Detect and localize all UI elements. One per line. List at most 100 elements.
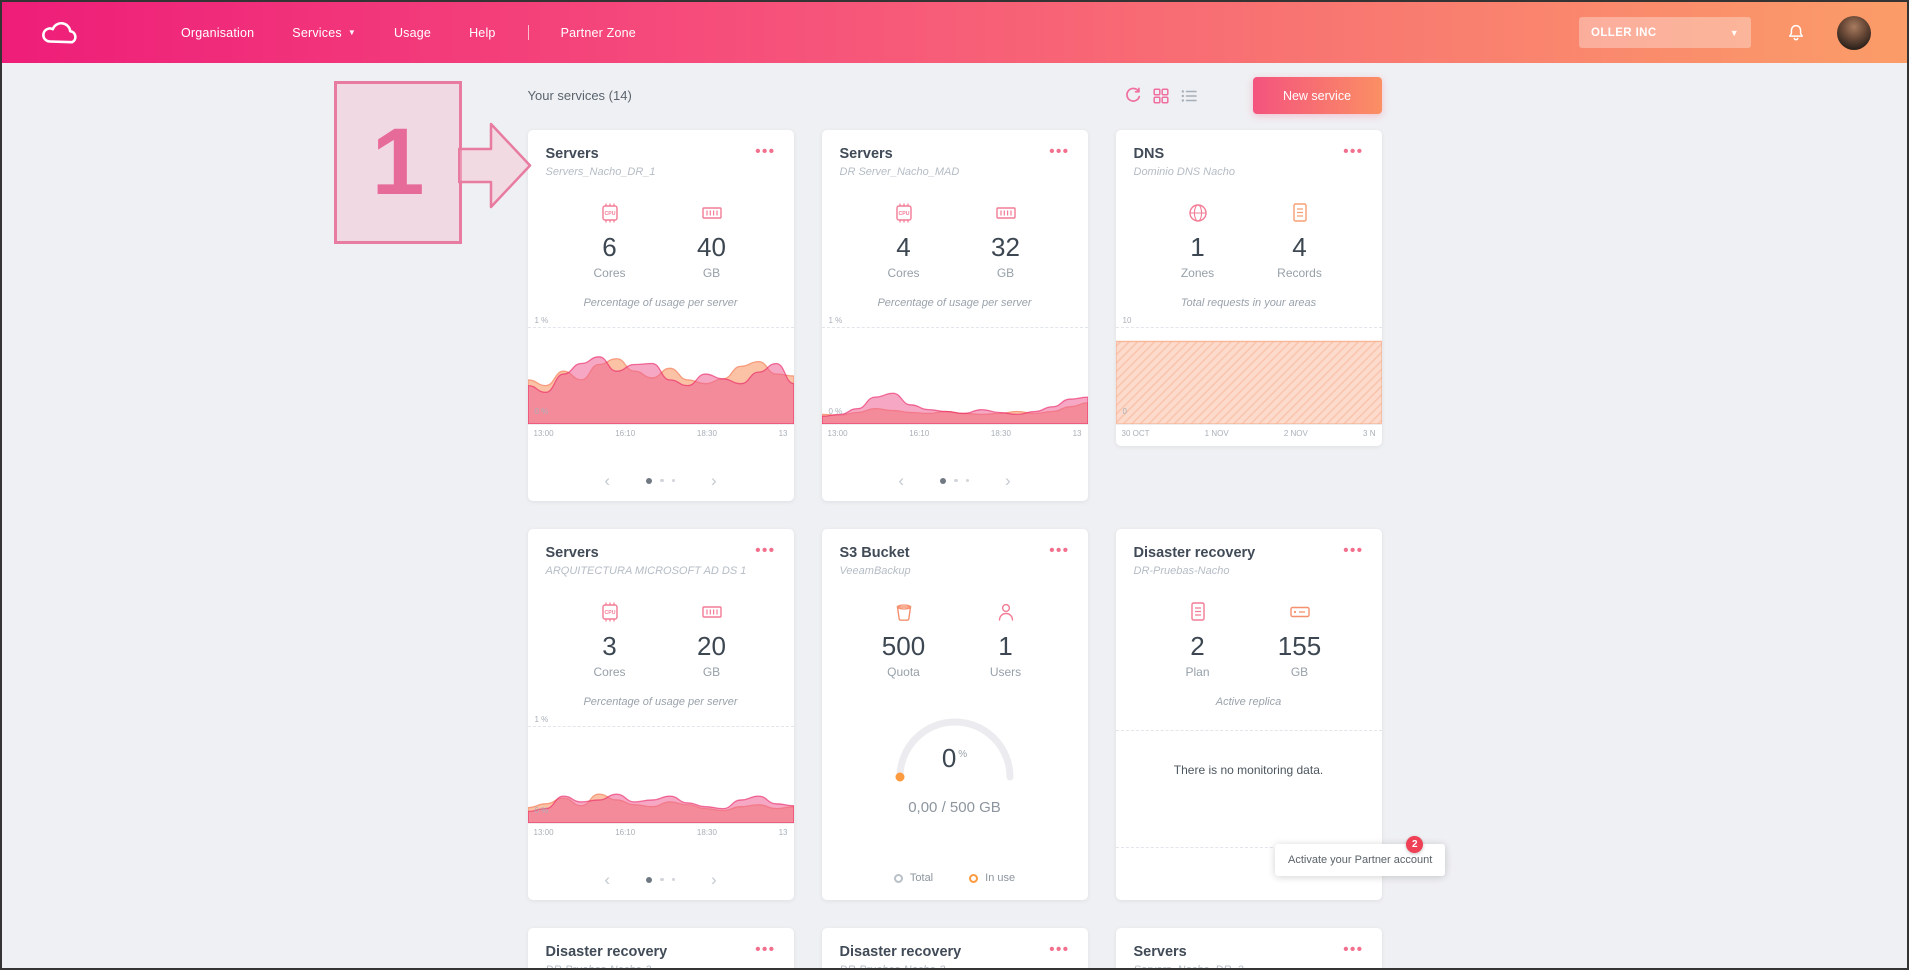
card-pagination: ‹ › — [528, 462, 794, 501]
card-menu-button[interactable]: ••• — [1343, 143, 1364, 160]
svg-text:CPU: CPU — [604, 211, 615, 217]
page-dot[interactable] — [954, 478, 958, 483]
stat-value: 1 — [1190, 232, 1205, 262]
stat-label: Plan — [1185, 665, 1210, 679]
nav-item-partner-zone[interactable]: Partner Zone — [560, 25, 636, 40]
stat-value: 6 — [602, 232, 617, 262]
stat-label: Cores — [593, 266, 626, 280]
refresh-icon[interactable] — [1124, 87, 1142, 105]
service-card-dns: DNS ••• Dominio DNS Nacho 1 Zones — [1115, 130, 1382, 446]
next-page-button[interactable]: › — [711, 870, 717, 889]
card-menu-button[interactable]: ••• — [755, 143, 776, 160]
account-selector[interactable]: OLLER INC ▼ — [1579, 17, 1751, 48]
card-menu-button[interactable]: ••• — [1049, 143, 1070, 160]
card-menu-button[interactable]: ••• — [1049, 542, 1070, 559]
card-subtitle: VeeamBackup — [839, 565, 911, 577]
page-dot[interactable] — [660, 877, 664, 882]
prev-page-button[interactable]: ‹ — [898, 471, 904, 490]
grid-view-icon[interactable] — [1152, 87, 1170, 105]
usage-chart: 1 % 0 % 13:00 16:10 18:30 13 — [527, 715, 794, 837]
page-dot[interactable] — [671, 877, 675, 882]
card-title: Servers — [545, 146, 599, 162]
card-subtitle: Dominio DNS Nacho — [1133, 166, 1235, 178]
page-dot-active[interactable] — [940, 477, 946, 484]
page-title: Your services (14) — [527, 88, 632, 103]
new-service-button[interactable]: New service — [1252, 77, 1382, 114]
page-dot[interactable] — [660, 478, 664, 483]
stat-memory: 20 GB — [684, 599, 740, 679]
stat-value: 3 — [602, 631, 617, 661]
prev-page-button[interactable]: ‹ — [604, 870, 610, 889]
cloud-logo[interactable] — [38, 17, 84, 49]
service-card-disaster-recovery: Disaster recovery ••• DR-Pruebas-Nacho 2… — [1115, 529, 1382, 900]
stat-label: Users — [989, 665, 1022, 679]
user-avatar[interactable] — [1837, 15, 1871, 50]
service-card-servers-4: Servers ••• Servers_Nacho_DR_2 — [1115, 928, 1382, 968]
stat-records: 4 Records — [1272, 200, 1328, 280]
card-title: Disaster recovery — [839, 944, 962, 960]
page-dot-active[interactable] — [646, 876, 652, 883]
nav-item-help[interactable]: Help — [469, 25, 496, 40]
nav-item-usage[interactable]: Usage — [393, 25, 432, 40]
annotation-step-number: 1 — [371, 109, 425, 215]
card-caption: Percentage of usage per server — [583, 297, 738, 309]
divider — [1115, 847, 1382, 848]
usage-gauge: 0% — [822, 705, 1088, 785]
card-title: S3 Bucket — [839, 545, 910, 561]
service-card-disaster-recovery-3: Disaster recovery ••• DR-Pruebas-Nacho-3 — [821, 928, 1088, 970]
card-menu-button[interactable]: ••• — [755, 941, 776, 958]
card-title: Servers — [545, 545, 599, 561]
stat-cores: CPU 3 Cores — [582, 599, 638, 679]
cpu-icon: CPU — [601, 203, 618, 223]
page-dot[interactable] — [965, 478, 969, 483]
topbar-right: OLLER INC ▼ — [1579, 15, 1871, 50]
list-view-icon[interactable] — [1180, 87, 1198, 105]
card-title: DNS — [1133, 146, 1165, 162]
chevron-down-icon: ▼ — [347, 28, 356, 37]
card-menu-button[interactable]: ••• — [1343, 542, 1364, 559]
stat-label: Cores — [593, 665, 626, 679]
card-subtitle: Servers_Nacho_DR_1 — [545, 166, 656, 178]
stat-zones: 1 Zones — [1170, 200, 1226, 280]
stat-label: Zones — [1180, 266, 1215, 280]
nav-item-services[interactable]: Services ▼ — [292, 25, 356, 40]
card-subtitle: DR-Pruebas-Nacho-3 — [839, 964, 946, 970]
annotation-step-box: 1 — [334, 81, 462, 244]
card-title: Servers — [839, 146, 893, 162]
gauge-value: 0% — [941, 743, 968, 773]
card-pagination: ‹ › — [822, 462, 1088, 501]
legend-dot — [893, 873, 903, 883]
card-menu-button[interactable]: ••• — [755, 542, 776, 559]
card-menu-button[interactable]: ••• — [1343, 941, 1364, 958]
stat-value: 1 — [998, 631, 1013, 661]
stat-label: Cores — [887, 266, 920, 280]
card-caption: Percentage of usage per server — [583, 696, 738, 708]
bucket-icon — [896, 604, 911, 621]
card-subtitle: DR-Pruebas-Nacho — [1133, 565, 1230, 577]
ram-icon — [701, 207, 722, 219]
next-page-button[interactable]: › — [711, 471, 717, 490]
page-dot[interactable] — [671, 478, 675, 483]
next-page-button[interactable]: › — [1005, 471, 1011, 490]
globe-icon — [1188, 204, 1207, 222]
page-dot-active[interactable] — [646, 477, 652, 484]
stat-label: GB — [996, 266, 1015, 280]
card-title: Disaster recovery — [1133, 545, 1256, 561]
partner-account-tooltip[interactable]: Activate your Partner account 2 — [1275, 836, 1446, 876]
nav-item-organisation[interactable]: Organisation — [181, 25, 255, 40]
service-card-servers-2: Servers ••• DR Server_Nacho_MAD CPU — [821, 130, 1088, 501]
stat-value: 32 — [991, 232, 1020, 262]
stat-plan: 2 Plan — [1170, 599, 1226, 679]
storage-total: 0,00 / 500 GB — [908, 799, 1001, 816]
card-caption: Percentage of usage per server — [877, 297, 1032, 309]
records-icon — [1292, 203, 1307, 222]
no-monitoring-message: There is no monitoring data. — [1173, 763, 1324, 777]
prev-page-button[interactable]: ‹ — [604, 471, 610, 490]
notifications-bell-icon[interactable] — [1785, 22, 1807, 44]
annotation-arrow-icon — [458, 122, 532, 209]
card-menu-button[interactable]: ••• — [1049, 941, 1070, 958]
service-card-disaster-recovery-2: Disaster recovery ••• DR-Pruebas-Nacho-2 — [527, 928, 794, 968]
stat-cores: CPU 4 Cores — [876, 200, 932, 280]
requests-chart: 10 0 30 OCT 1 NOV 2 NOV 3 N — [1115, 316, 1382, 438]
